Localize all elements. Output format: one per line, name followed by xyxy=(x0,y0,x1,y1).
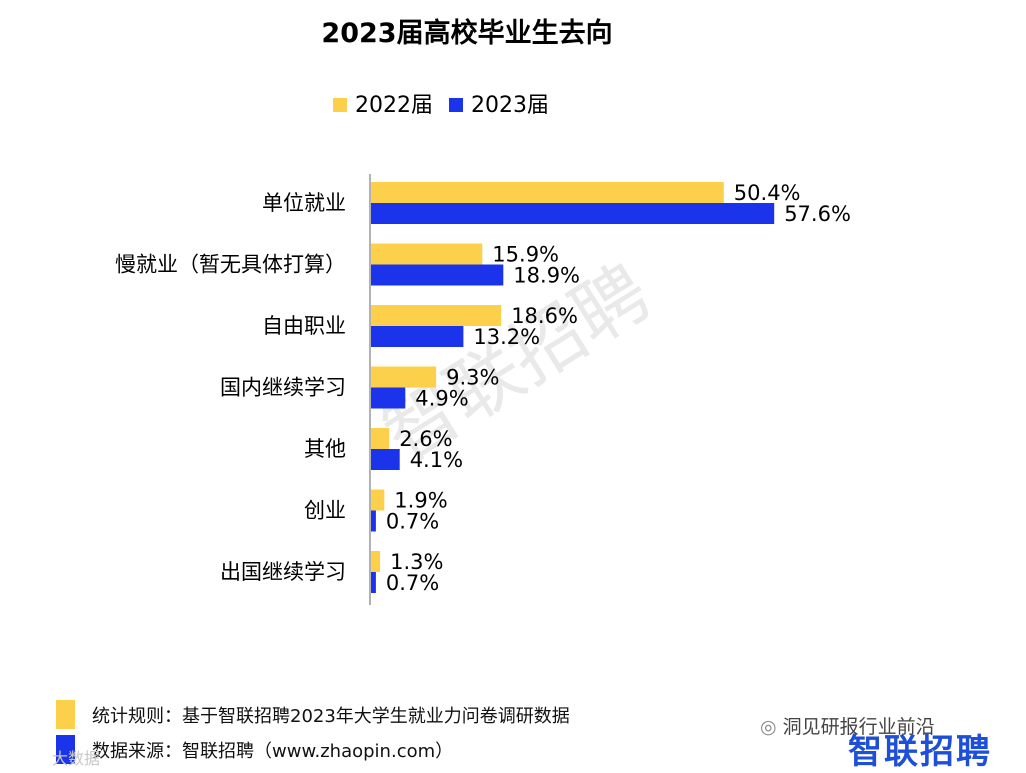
bar-2023 xyxy=(371,510,376,532)
value-label: 57.6% xyxy=(784,202,851,226)
bar-2022 xyxy=(371,551,381,572)
category-label: 单位就业 xyxy=(262,191,346,215)
bar-2022 xyxy=(371,305,502,326)
value-label: 2.6% xyxy=(399,427,452,451)
value-label: 50.4% xyxy=(734,181,801,205)
category-label: 国内继续学习 xyxy=(220,376,346,400)
value-label: 18.9% xyxy=(513,264,580,288)
bar-2023 xyxy=(371,264,504,286)
category-label: 创业 xyxy=(304,499,346,523)
bar-2022 xyxy=(371,182,724,203)
legend-label: 2022届 xyxy=(355,93,433,118)
legend-label: 2023届 xyxy=(471,93,549,118)
value-label: 4.9% xyxy=(415,387,468,411)
legend-swatch-2023 xyxy=(449,98,463,112)
value-label: 0.7% xyxy=(386,571,439,595)
value-labels: 50.4%57.6% 15.9%18.9% 18.6%13.2% 9.3%4.9% 2.… xyxy=(386,181,851,595)
value-label: 13.2% xyxy=(473,325,540,349)
legend-swatch-2022 xyxy=(333,98,347,112)
bar-2022 xyxy=(371,366,437,388)
value-label: 0.7% xyxy=(386,510,439,534)
value-label: 15.9% xyxy=(492,243,559,267)
bar-2022 xyxy=(371,428,390,449)
bar-2023 xyxy=(371,387,406,409)
bar-2023 xyxy=(371,326,464,347)
category-label: 慢就业（暂无具体打算） xyxy=(115,253,346,277)
category-label: 出国继续学习 xyxy=(220,560,346,584)
bar-2022 xyxy=(371,489,385,511)
bars-group xyxy=(371,182,775,593)
category-label: 自由职业 xyxy=(262,314,346,338)
chart-legend: 2022届 2023届 xyxy=(333,93,549,118)
bar-2023 xyxy=(371,203,775,224)
category-label: 其他 xyxy=(304,437,346,461)
bar-2023 xyxy=(371,449,400,470)
value-label: 1.9% xyxy=(394,489,447,513)
value-label: 4.1% xyxy=(410,448,463,472)
bar-2023 xyxy=(371,572,376,593)
bar-2022 xyxy=(371,243,483,265)
chart-title: 2023届高校毕业生去向 xyxy=(321,17,612,49)
value-label: 9.3% xyxy=(446,366,499,390)
value-label: 18.6% xyxy=(511,304,578,328)
value-label: 1.3% xyxy=(390,550,443,574)
